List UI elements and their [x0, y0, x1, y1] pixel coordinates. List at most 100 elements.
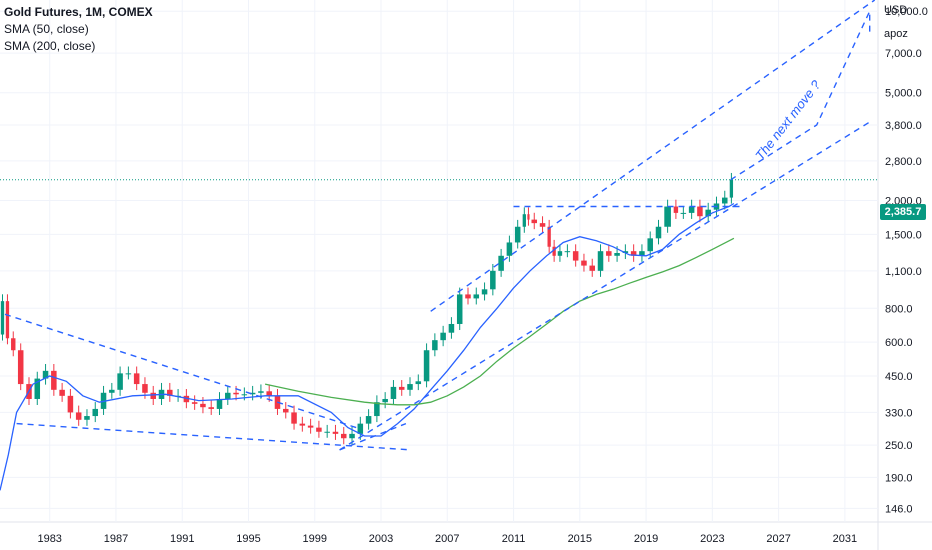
price-body	[705, 209, 711, 217]
scale-mode-label[interactable]: apoz	[884, 28, 908, 40]
price-body	[283, 408, 289, 413]
y-tick-label: 7,000.0	[885, 48, 922, 60]
price-body	[423, 350, 430, 382]
currency-label[interactable]: USD	[884, 4, 908, 16]
y-tick-label: 250.0	[885, 440, 913, 452]
price-body	[332, 431, 339, 434]
price-body	[564, 251, 571, 253]
x-tick-label: 1991	[170, 533, 194, 545]
price-body	[84, 416, 90, 420]
price-body	[390, 386, 397, 399]
price-body	[17, 350, 24, 385]
y-tick-label: 1,100.0	[885, 266, 922, 278]
price-body	[639, 251, 645, 256]
price-body	[150, 392, 156, 399]
price-body	[655, 226, 662, 239]
price-body	[11, 338, 16, 351]
indicator-sma200-label[interactable]: SMA (200, close)	[4, 39, 96, 53]
price-body	[382, 398, 388, 403]
price-body	[664, 206, 671, 227]
price-body	[440, 332, 446, 341]
x-tick-label: 2031	[833, 533, 857, 545]
price-body	[258, 391, 264, 393]
price-body	[729, 179, 734, 198]
price-body	[75, 412, 82, 420]
price-body	[522, 214, 526, 227]
price-body	[481, 289, 488, 295]
price-body	[531, 219, 538, 224]
price-body	[349, 433, 355, 439]
price-body	[552, 246, 556, 256]
price-body	[324, 431, 330, 433]
price-body	[547, 226, 551, 247]
price-body	[630, 251, 637, 256]
price-body	[432, 340, 438, 351]
price-body	[191, 402, 198, 404]
scale-settings: USD apoz	[884, 4, 928, 52]
price-body	[5, 301, 10, 339]
trendline	[4, 313, 357, 429]
price-body	[572, 251, 579, 261]
x-tick-label: 2015	[568, 533, 592, 545]
x-tick-label: 1995	[236, 533, 260, 545]
price-body	[340, 433, 347, 439]
price-body	[167, 389, 173, 396]
price-body	[34, 378, 41, 399]
indicator-sma50-label[interactable]: SMA (50, close)	[4, 22, 89, 36]
price-body	[539, 223, 546, 227]
sma200-line	[264, 237, 735, 406]
price-body	[365, 416, 372, 424]
price-body	[266, 391, 272, 396]
symbol-title[interactable]: Gold Futures, 1M, COMEX	[4, 5, 153, 19]
price-body	[506, 242, 513, 256]
price-body	[490, 270, 496, 290]
price-body	[59, 389, 65, 396]
price-body	[448, 323, 455, 333]
x-tick-label: 2019	[634, 533, 658, 545]
x-tick-label: 1987	[104, 533, 128, 545]
price-body	[589, 265, 595, 271]
price-body	[125, 373, 132, 375]
x-tick-label: 2011	[502, 533, 526, 545]
x-tick-label: 1983	[37, 533, 61, 545]
price-body	[465, 294, 471, 299]
time-axis[interactable]: 1983 1987 1991 1995 1999 2003 2007 2011 2015 2019…	[37, 533, 857, 545]
price-body	[241, 394, 248, 396]
chart-legend: Gold Futures, 1M, COMEX SMA (50, close) …	[4, 4, 153, 55]
trendline	[339, 422, 407, 451]
price-series	[0, 172, 734, 445]
price-body	[688, 206, 695, 213]
price-axis[interactable]: 146.0 190.0 250.0 330.0 450.0 600.0 800.0 1,100…	[885, 6, 928, 515]
y-tick-label: 5,000.0	[885, 88, 922, 100]
price-body	[233, 392, 239, 395]
price-body	[527, 214, 530, 220]
y-tick-label: 190.0	[885, 472, 913, 484]
y-tick-label: 10,000.0	[885, 6, 928, 18]
price-body	[0, 301, 5, 335]
y-tick-label: 600.0	[885, 337, 913, 349]
price-body	[225, 392, 231, 399]
x-tick-label: 2027	[766, 533, 790, 545]
x-tick-label: 2023	[700, 533, 724, 545]
price-body	[117, 373, 123, 390]
price-body	[498, 255, 504, 271]
price-body	[415, 381, 422, 385]
y-tick-label: 800.0	[885, 303, 913, 315]
price-body	[357, 423, 364, 434]
price-body	[456, 294, 463, 324]
price-body	[697, 206, 703, 217]
price-body	[473, 294, 480, 299]
trendlines	[4, 0, 876, 451]
price-body	[142, 384, 148, 393]
y-tick-label: 2,800.0	[885, 156, 922, 168]
x-tick-label: 2003	[369, 533, 393, 545]
price-body	[647, 238, 653, 252]
price-body	[291, 412, 297, 424]
price-body	[92, 408, 99, 417]
price-body	[597, 251, 604, 271]
x-tick-label: 1999	[303, 533, 327, 545]
price-body	[183, 395, 190, 403]
last-price-tag: 2,385.7	[880, 204, 926, 220]
